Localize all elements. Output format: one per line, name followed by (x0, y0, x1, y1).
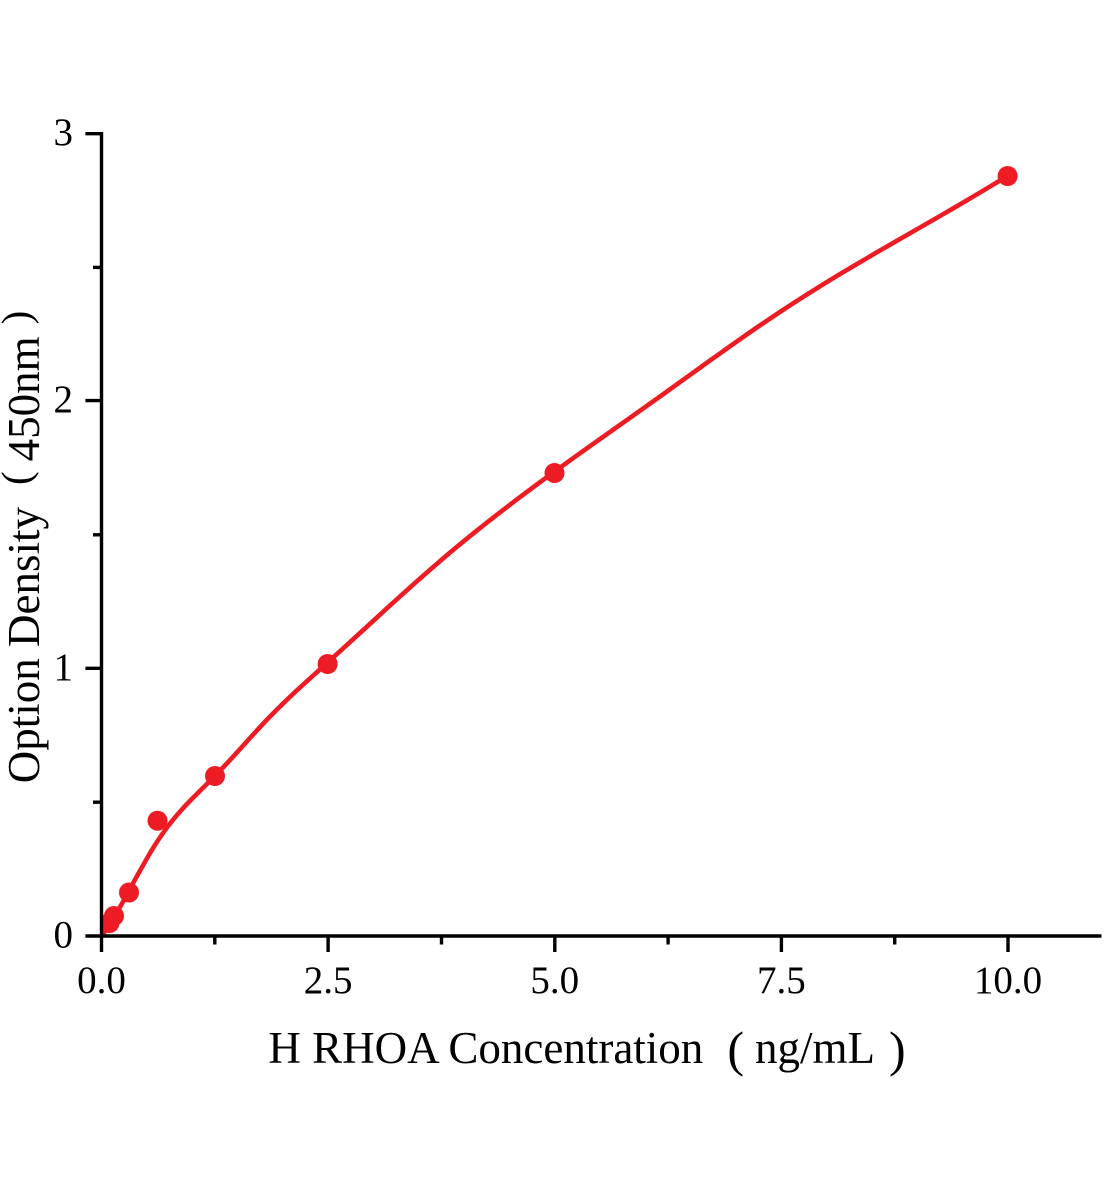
svg-text:10.0: 10.0 (974, 959, 1042, 1002)
svg-text:5.0: 5.0 (530, 959, 579, 1002)
svg-text:0: 0 (54, 914, 74, 957)
svg-text:H RHOA Concentration(ng/mL): H RHOA Concentration(ng/mL) (268, 1021, 905, 1077)
svg-text:3: 3 (54, 111, 74, 154)
svg-text:7.5: 7.5 (757, 959, 806, 1002)
svg-text:1: 1 (54, 646, 74, 689)
svg-text:2: 2 (54, 378, 74, 421)
svg-text:0.0: 0.0 (77, 959, 126, 1002)
svg-text:2.5: 2.5 (304, 959, 353, 1002)
svg-text:Option Density(450nm): Option Density(450nm) (0, 311, 49, 784)
